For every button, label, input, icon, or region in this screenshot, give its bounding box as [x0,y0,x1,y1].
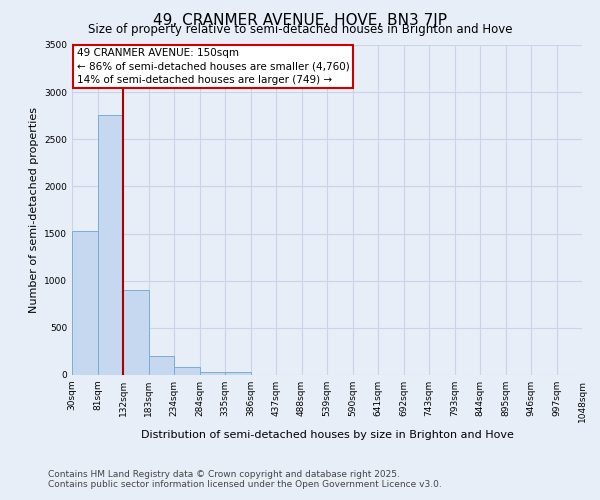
Bar [225,372,251,375]
Bar [149,356,174,375]
Bar [174,366,199,375]
Bar [123,290,149,375]
Y-axis label: Number of semi-detached properties: Number of semi-detached properties [29,107,38,313]
Text: 49, CRANMER AVENUE, HOVE, BN3 7JP: 49, CRANMER AVENUE, HOVE, BN3 7JP [153,12,447,28]
X-axis label: Distribution of semi-detached houses by size in Brighton and Hove: Distribution of semi-detached houses by … [140,430,514,440]
Text: Contains HM Land Registry data © Crown copyright and database right 2025.
Contai: Contains HM Land Registry data © Crown c… [48,470,442,489]
Bar [97,115,123,375]
Text: 49 CRANMER AVENUE: 150sqm
← 86% of semi-detached houses are smaller (4,760)
14% : 49 CRANMER AVENUE: 150sqm ← 86% of semi-… [77,48,350,84]
Bar [72,230,97,375]
Bar [199,372,225,375]
Text: Size of property relative to semi-detached houses in Brighton and Hove: Size of property relative to semi-detach… [88,22,512,36]
